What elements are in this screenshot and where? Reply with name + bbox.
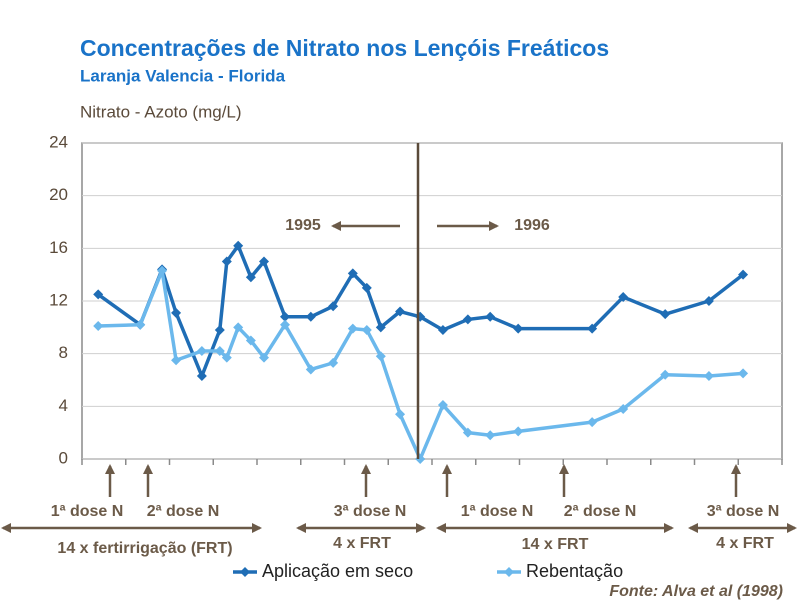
data-point (485, 311, 496, 322)
data-point (462, 314, 473, 325)
data-point (738, 368, 749, 379)
data-point (375, 351, 386, 362)
dose-arrows (1, 464, 797, 533)
data-point (618, 403, 629, 414)
y-tick-label: 16 (49, 238, 68, 257)
data-point (703, 296, 714, 306)
data-point (513, 323, 524, 334)
annotation: 3ª dose N (334, 503, 407, 520)
annotation: 14 x fertirrigação (FRT) (57, 540, 232, 557)
data-point (196, 371, 207, 382)
data-point (395, 409, 406, 420)
data-point (361, 282, 372, 293)
data-point (462, 427, 473, 438)
y-tick-label: 12 (49, 290, 68, 309)
data-point (280, 319, 290, 330)
data-point (221, 256, 232, 267)
data-point (305, 311, 316, 322)
annotation: 1996 (514, 217, 550, 234)
data-point (171, 307, 182, 318)
plot-area: 0 4 8 12 16 20 24 (49, 132, 783, 467)
y-tick-label: 4 (59, 396, 68, 415)
data-point (375, 322, 386, 333)
legend-label: Rebentação (526, 561, 623, 581)
data-point (233, 322, 244, 333)
data-point (618, 292, 629, 303)
data-point (245, 335, 256, 346)
data-point (660, 309, 671, 320)
data-point (587, 323, 598, 334)
y-tick-label: 0 (59, 448, 68, 467)
chart-subtitle: Laranja Valencia - Florida (80, 66, 286, 85)
data-point (93, 321, 104, 332)
data-point (196, 346, 207, 357)
data-point (93, 289, 104, 300)
chart-title: Concentrações de Nitrato nos Lençóis Fre… (80, 35, 609, 61)
data-point (328, 357, 339, 368)
annotation: 2ª dose N (564, 503, 637, 520)
data-point (259, 256, 269, 267)
source-note: Fonte: Alva et al (1998) (609, 583, 783, 600)
data-point (437, 324, 448, 335)
data-point (485, 430, 496, 441)
data-point (280, 311, 290, 322)
data-point (171, 355, 182, 366)
annotation: 2ª dose N (147, 503, 220, 520)
data-point (221, 352, 232, 363)
legend-label: Aplicação em seco (262, 561, 413, 581)
data-point (738, 269, 749, 280)
data-point (587, 417, 598, 428)
y-tick-label: 20 (49, 185, 68, 204)
data-point (328, 301, 339, 312)
data-point (157, 265, 168, 276)
legend-marker (504, 567, 514, 577)
data-point (347, 323, 358, 334)
annotation: 3ª dose N (707, 503, 780, 520)
data-point (214, 324, 225, 335)
data-point (245, 272, 256, 283)
annotation: 1ª dose N (51, 503, 124, 520)
legend: Aplicação em seco Rebentação (233, 561, 623, 581)
y-tick-label: 24 (49, 132, 68, 151)
data-point (214, 346, 225, 357)
y-axis-label: Nitrato - Azoto (mg/L) (80, 102, 242, 121)
data-point (233, 240, 244, 251)
data-point (135, 319, 146, 330)
y-tick-label: 8 (59, 343, 68, 362)
legend-marker (240, 567, 250, 577)
data-point (703, 371, 714, 382)
data-point (437, 400, 448, 411)
annotation: 4 x FRT (333, 535, 391, 552)
annotation: 4 x FRT (716, 535, 774, 552)
data-point (347, 268, 358, 279)
annotation: 1ª dose N (461, 503, 534, 520)
data-point (395, 306, 406, 317)
data-point (259, 352, 269, 363)
annotation: 14 x FRT (522, 536, 589, 553)
data-point (660, 369, 671, 380)
data-point (305, 364, 316, 375)
annotation: 1995 (285, 217, 321, 234)
data-point (361, 324, 372, 335)
data-point (513, 426, 524, 437)
